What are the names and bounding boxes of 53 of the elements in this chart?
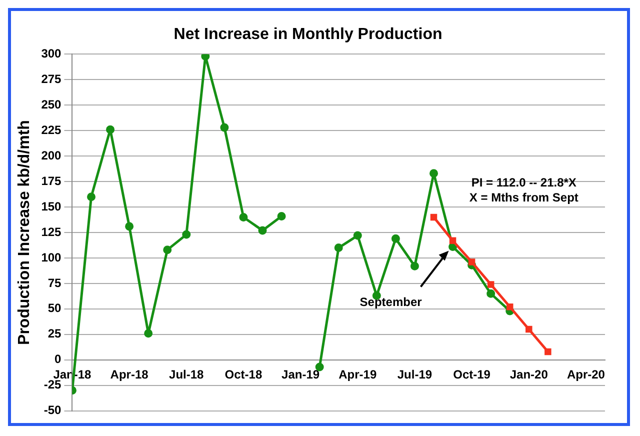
- y-tick-label: 0: [54, 352, 62, 366]
- point: [506, 304, 514, 310]
- y-tick-label: 100: [41, 250, 62, 264]
- x-tick-label: Jan-19: [282, 367, 320, 382]
- point: [391, 234, 400, 243]
- point: [106, 125, 115, 134]
- point: [430, 169, 438, 178]
- point: [315, 362, 324, 372]
- x-tick-label: Oct-19: [453, 367, 491, 382]
- point: [201, 54, 210, 60]
- x-tick-label: Apr-18: [110, 367, 149, 382]
- y-tick-label: 200: [41, 148, 62, 162]
- y-tick-label: 125: [41, 224, 62, 239]
- point: [163, 246, 172, 254]
- y-tick-label: 275: [41, 72, 62, 86]
- x-tick-label: Oct-18: [224, 367, 262, 382]
- point: [544, 348, 552, 356]
- point: [410, 262, 419, 270]
- point: [220, 123, 229, 132]
- y-tick-label: 175: [41, 174, 62, 188]
- point: [334, 244, 343, 252]
- point: [526, 326, 532, 333]
- y-tick-label: 300: [41, 46, 62, 61]
- annotation: PI = 112.0 -- 21.8*X X = Mths from Sept: [469, 176, 578, 205]
- point: [449, 237, 456, 244]
- point: [239, 212, 248, 222]
- y-tick-label: 250: [41, 97, 62, 112]
- y-tick-label: 75: [48, 276, 62, 290]
- point: [125, 222, 134, 231]
- y-axis-title: Production Increase kb/d/mth: [16, 120, 34, 345]
- y-tick-label: 150: [41, 199, 62, 214]
- y-tick-label: 225: [41, 122, 62, 137]
- annotation: September: [360, 294, 422, 309]
- y-tick-label: -50: [44, 403, 62, 418]
- point: [468, 258, 476, 266]
- y-tick-label: 50: [48, 301, 62, 316]
- point: [486, 289, 496, 298]
- x-tick-label: Jan-20: [510, 367, 548, 382]
- point: [430, 214, 438, 221]
- x-tick-label: Jul-19: [397, 367, 432, 382]
- point: [258, 226, 267, 235]
- point: [182, 230, 191, 239]
- y-tick-label: -25: [44, 378, 62, 392]
- y-tick-label: 25: [48, 326, 62, 341]
- point: [87, 192, 96, 202]
- point: [353, 231, 362, 240]
- point: [277, 212, 286, 220]
- x-tick-label: Jul-18: [169, 367, 204, 382]
- point: [144, 329, 153, 338]
- x-tick-label: Apr-19: [338, 367, 377, 382]
- x-tick-label: Apr-20: [566, 367, 606, 382]
- chart-title: Net Increase in Monthly Production: [174, 26, 442, 44]
- point: [487, 281, 494, 288]
